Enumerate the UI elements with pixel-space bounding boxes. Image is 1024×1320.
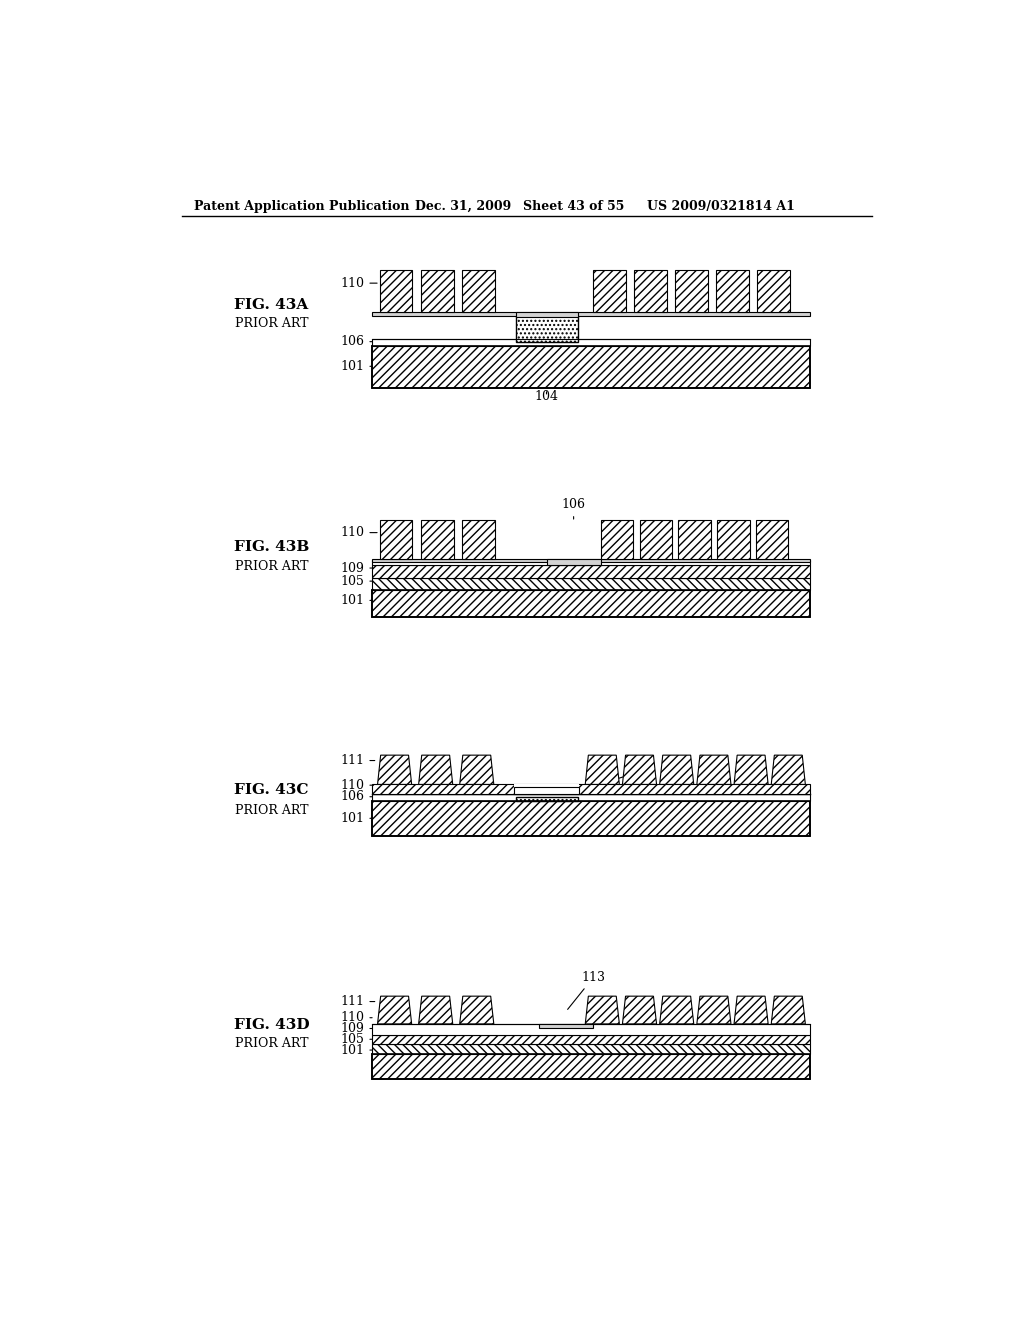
Text: FIG. 43D: FIG. 43D (233, 1018, 309, 1032)
Bar (372, 801, 810, 836)
Bar (372, 784, 810, 795)
Bar (514, 784, 579, 795)
Bar (380, 520, 413, 558)
Bar (539, 1024, 593, 1028)
Text: 104: 104 (535, 391, 558, 404)
Text: 111: 111 (340, 754, 375, 767)
Bar (372, 795, 810, 801)
Bar (372, 346, 810, 388)
Text: US 2009/0321814 A1: US 2009/0321814 A1 (647, 199, 795, 213)
Polygon shape (623, 755, 656, 784)
Bar (462, 271, 495, 313)
Polygon shape (659, 997, 693, 1024)
Bar (372, 565, 810, 578)
Bar (716, 271, 749, 313)
Polygon shape (623, 997, 656, 1024)
Text: 110: 110 (340, 779, 372, 792)
Polygon shape (697, 997, 731, 1024)
Text: 104: 104 (584, 764, 655, 789)
Bar (756, 520, 788, 558)
Bar (372, 1035, 810, 1044)
Text: 101: 101 (340, 1044, 372, 1056)
Bar (601, 520, 633, 558)
Bar (640, 520, 672, 558)
Text: PRIOR ART: PRIOR ART (234, 560, 308, 573)
Bar (372, 346, 810, 388)
Bar (678, 520, 711, 558)
Polygon shape (586, 755, 620, 784)
Bar (515, 313, 578, 317)
Text: FIG. 43B: FIG. 43B (233, 540, 309, 554)
Text: Patent Application Publication: Patent Application Publication (194, 199, 410, 213)
Text: 101: 101 (340, 360, 372, 372)
Bar (758, 271, 790, 313)
Polygon shape (771, 755, 805, 784)
Text: PRIOR ART: PRIOR ART (234, 317, 308, 330)
Text: PRIOR ART: PRIOR ART (234, 1038, 308, 1051)
Bar (462, 520, 495, 558)
Text: 109: 109 (341, 1022, 372, 1035)
Bar (421, 271, 454, 313)
Text: Dec. 31, 2009: Dec. 31, 2009 (415, 199, 511, 213)
Bar (421, 520, 454, 558)
Bar (372, 560, 810, 565)
Text: 110: 110 (340, 277, 377, 289)
Polygon shape (378, 755, 412, 784)
Text: 106: 106 (340, 335, 372, 348)
Bar (717, 520, 750, 558)
Polygon shape (460, 755, 494, 784)
Bar (372, 1053, 810, 1078)
Text: Sheet 43 of 55: Sheet 43 of 55 (523, 199, 625, 213)
Bar (514, 787, 579, 795)
Polygon shape (419, 755, 453, 784)
Text: 105: 105 (341, 1032, 372, 1045)
Polygon shape (659, 755, 693, 784)
Bar (380, 271, 413, 313)
Text: 101: 101 (340, 594, 372, 607)
Bar (372, 801, 810, 836)
Text: FIG. 43C: FIG. 43C (234, 783, 308, 797)
Bar (593, 271, 626, 313)
Text: PRIOR ART: PRIOR ART (234, 804, 308, 817)
Bar (372, 1053, 810, 1078)
Polygon shape (697, 755, 731, 784)
Polygon shape (460, 997, 494, 1024)
Bar (675, 271, 708, 313)
Polygon shape (771, 997, 805, 1024)
Polygon shape (378, 997, 412, 1024)
Bar (372, 339, 810, 346)
Text: 110: 110 (340, 527, 377, 539)
Text: 109: 109 (341, 561, 372, 574)
Text: FIG. 43A: FIG. 43A (234, 298, 308, 312)
Text: 106: 106 (340, 791, 372, 804)
Bar (372, 578, 810, 590)
Bar (372, 558, 810, 562)
Text: 113: 113 (567, 970, 605, 1010)
Bar (372, 590, 810, 616)
Text: 110: 110 (340, 1011, 372, 1024)
Polygon shape (586, 997, 620, 1024)
Polygon shape (734, 997, 768, 1024)
Bar (372, 1044, 810, 1053)
Bar (515, 797, 578, 801)
Text: 106: 106 (561, 498, 586, 519)
Bar (634, 271, 667, 313)
Bar (547, 558, 601, 565)
Polygon shape (734, 755, 768, 784)
Bar (515, 317, 578, 342)
Text: 105: 105 (341, 574, 372, 587)
Bar (372, 313, 810, 317)
Bar (372, 1024, 810, 1035)
Text: 111: 111 (340, 995, 375, 1008)
Bar (372, 590, 810, 616)
Polygon shape (419, 997, 453, 1024)
Text: 101: 101 (340, 812, 372, 825)
